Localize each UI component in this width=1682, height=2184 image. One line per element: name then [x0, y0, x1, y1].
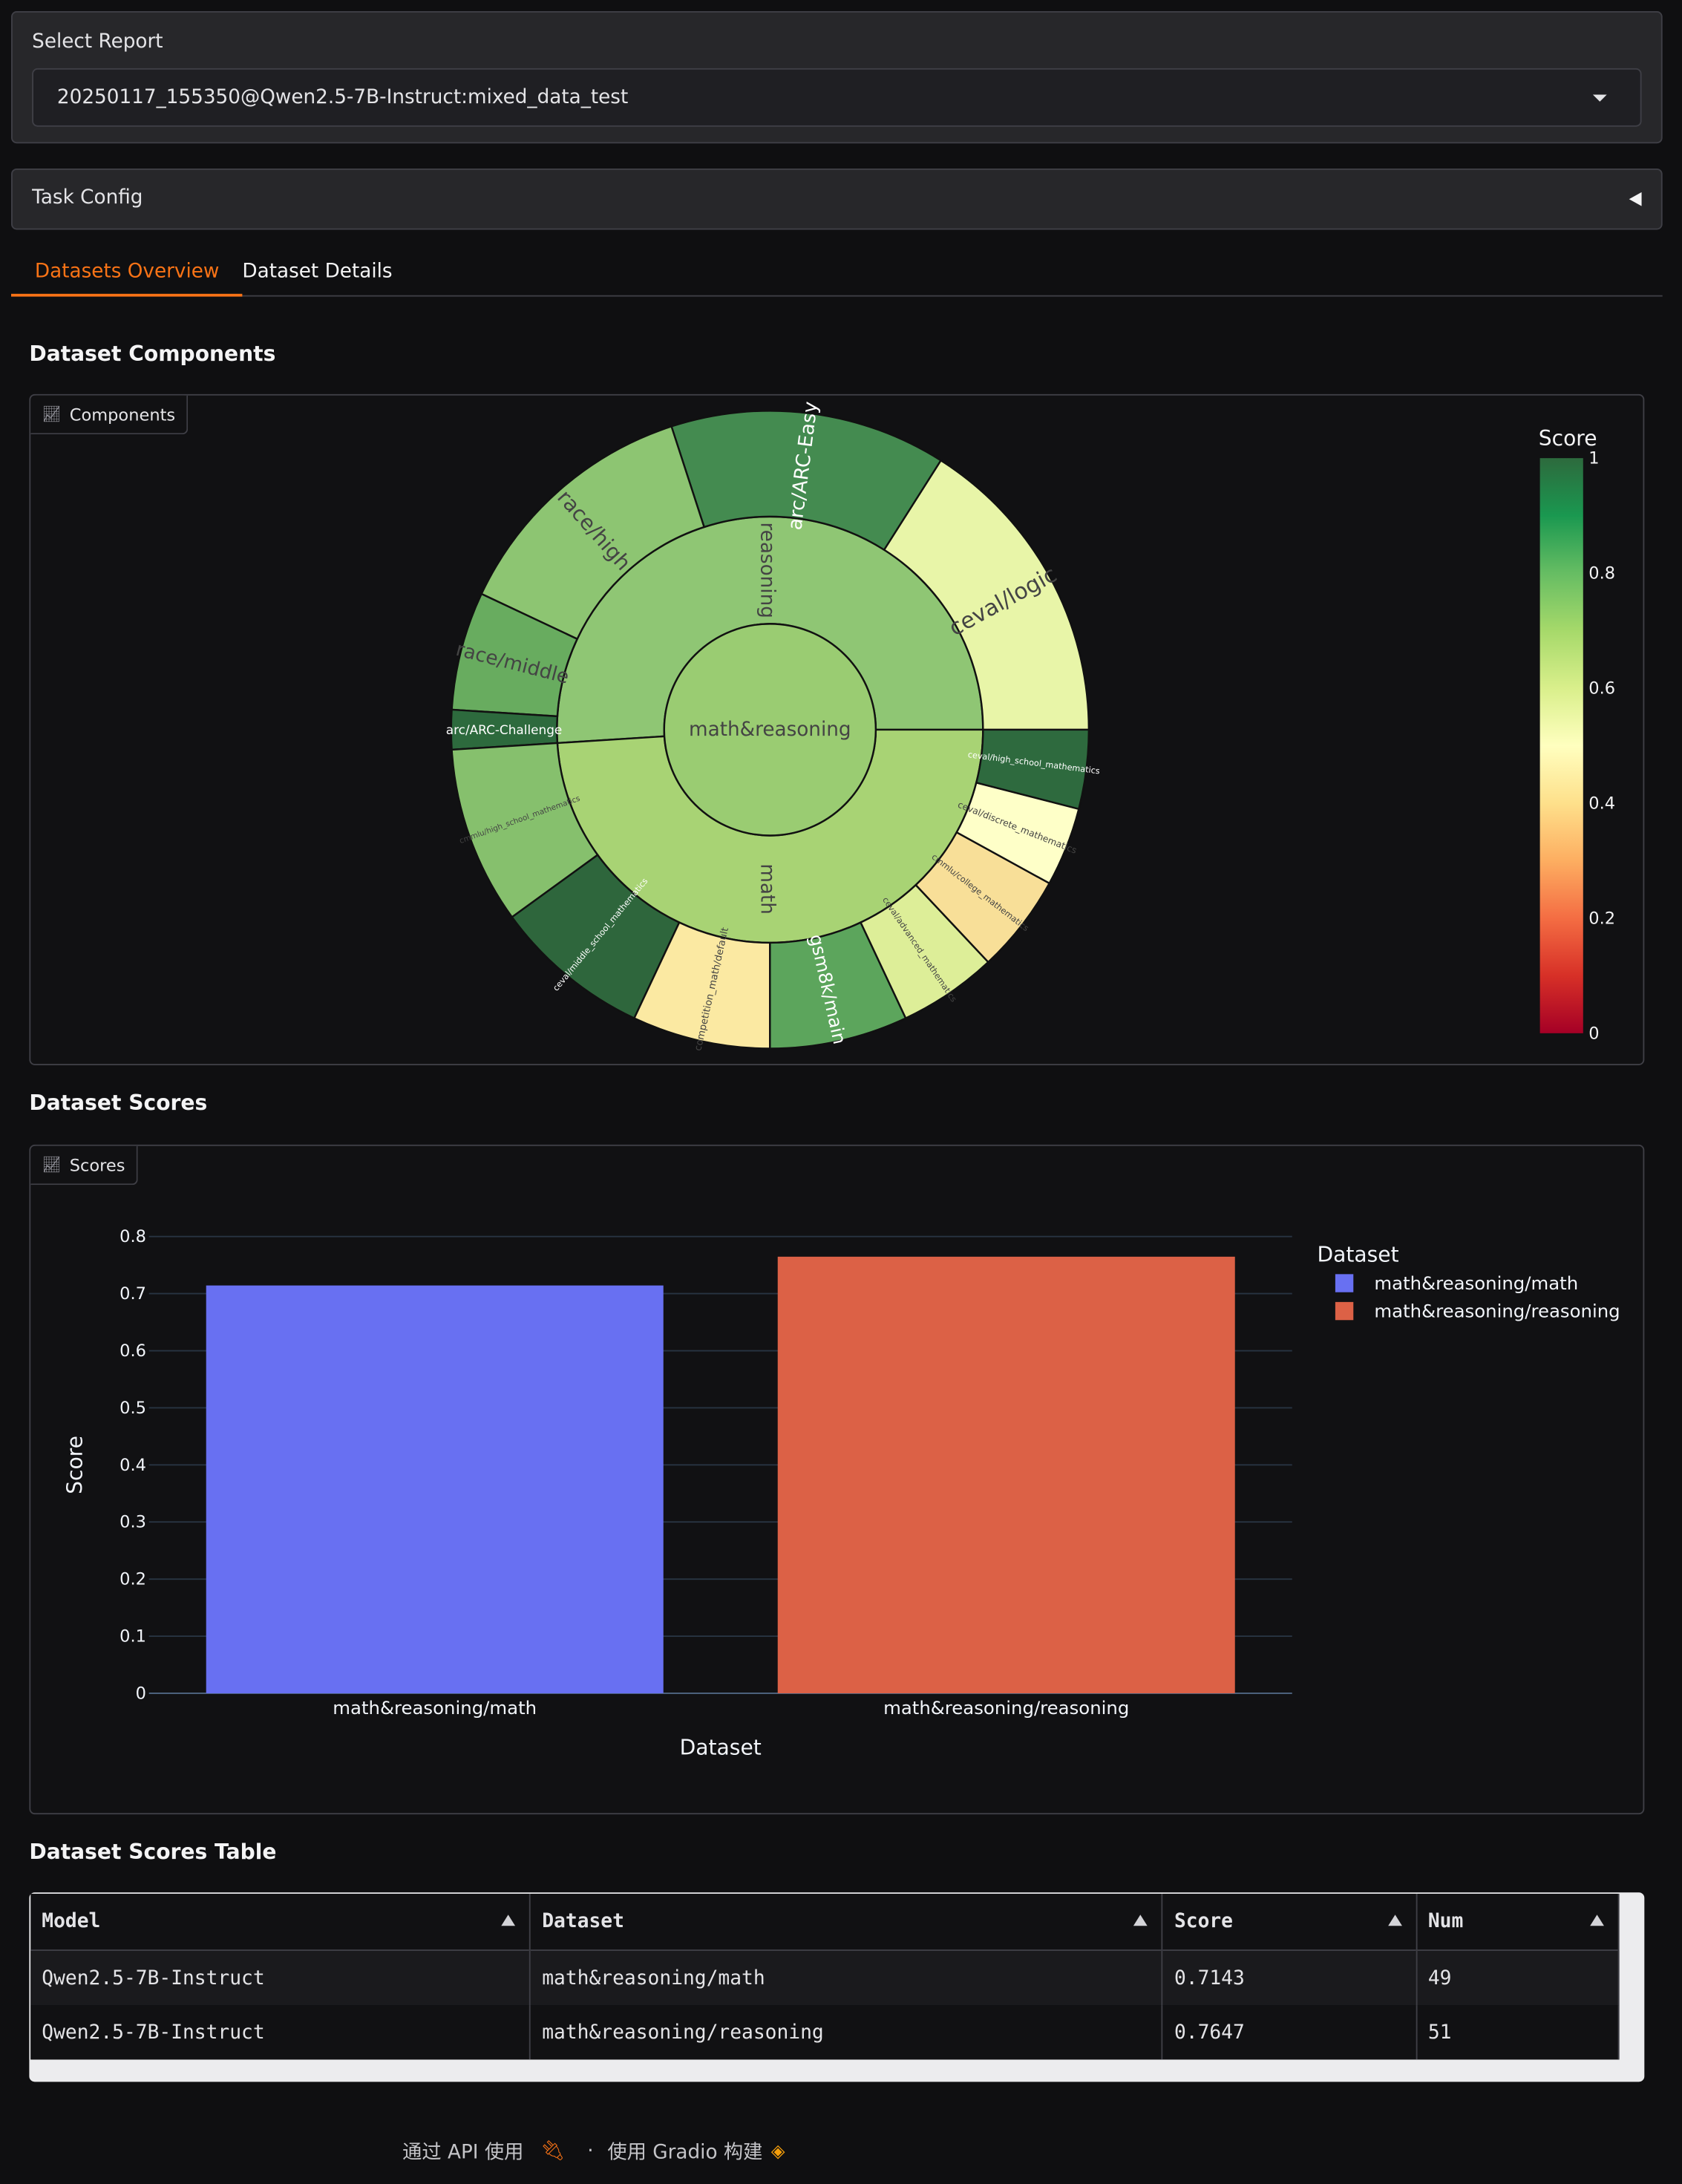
y-tick-label: 0.7	[120, 1284, 146, 1304]
column-header-model[interactable]: Model	[30, 1894, 531, 1951]
sunburst-group-label: reasoning	[756, 522, 779, 618]
y-tick-label: 0.3	[120, 1513, 146, 1532]
table-cell[interactable]: 49	[1416, 1950, 1620, 2006]
components-title: Dataset Components	[29, 341, 276, 367]
table-cell[interactable]: math&reasoning/math	[530, 1950, 1163, 2006]
colorbar-tick: 0	[1588, 1024, 1599, 1043]
sunburst-root	[663, 623, 877, 837]
column-header-label: Num	[1427, 1910, 1464, 1933]
table-cell[interactable]: Qwen2.5-7B-Instruct	[30, 2005, 531, 2060]
select-report-label: Select Report	[32, 30, 163, 53]
scores-title: Dataset Scores	[29, 1090, 208, 1116]
sunburst-segment	[883, 459, 1090, 731]
sunburst-label: arc/ARC-Challenge	[446, 722, 563, 737]
legend-title: Dataset	[1318, 1242, 1399, 1266]
scores-plot-label: 📈︎ Scores	[30, 1145, 138, 1186]
y-tick-label: 0.2	[120, 1570, 146, 1589]
rocket-icon: 🔌︎	[540, 2140, 566, 2163]
scores-table-container: Model Dataset Score Num Qwen2.5-7B-Instruct…	[29, 1892, 1645, 2082]
tab-datasets-overview[interactable]: Datasets Overview	[11, 251, 243, 297]
gradio-link[interactable]: 使用 Gradio 构建	[607, 2141, 763, 2164]
footer: 通过 API 使用 🔌︎ · 使用 Gradio 构建 ◈	[402, 2137, 785, 2165]
task-config-accordion[interactable]: Task Config	[11, 168, 1663, 230]
footer-separator: ·	[587, 2140, 594, 2163]
table-cell[interactable]: 0.7143	[1162, 1950, 1417, 2006]
colorbar-tick: 0.8	[1588, 564, 1615, 583]
colorbar-tick: 0.4	[1588, 794, 1615, 813]
sort-arrow-icon[interactable]	[501, 1915, 516, 1926]
column-header-num[interactable]: Num	[1416, 1894, 1620, 1951]
sort-arrow-icon[interactable]	[1590, 1915, 1604, 1926]
colorbar-title: Score	[1539, 426, 1597, 451]
components-plot-label-text: Components	[69, 404, 176, 425]
sort-arrow-icon[interactable]	[1387, 1915, 1402, 1926]
y-tick-label: 0.5	[120, 1399, 146, 1418]
sort-arrow-icon[interactable]	[1133, 1915, 1148, 1926]
x-tick-label: math&reasoning/reasoning	[883, 1697, 1129, 1719]
bar-math&reasoning/math	[206, 1285, 664, 1693]
table-title: Dataset Scores Table	[29, 1839, 277, 1865]
collapse-triangle-icon	[1629, 192, 1642, 206]
colorbar	[1539, 458, 1583, 1033]
legend-swatch	[1335, 1301, 1354, 1321]
colorbar-tick: 0.6	[1588, 679, 1615, 699]
y-tick-label: 0.1	[120, 1627, 146, 1647]
bar-chart: 0 0.1 0.2 0.3 0.4 0.5 0.6 0.7 0.8 math&reasoning/…	[63, 1227, 1620, 1760]
table-cell[interactable]: math&reasoning/reasoning	[530, 2005, 1163, 2060]
chart-icon: 📈︎	[42, 405, 62, 424]
legend-swatch	[1335, 1274, 1354, 1292]
api-link[interactable]: 通过 API 使用	[402, 2141, 524, 2164]
column-header-label: Model	[42, 1910, 101, 1933]
sunburst-segment	[975, 728, 1090, 811]
select-report-dropdown[interactable]: 20250117_155350@Qwen2.5-7B-Instruct:mixe…	[32, 68, 1642, 127]
gradio-logo-icon: ◈	[770, 2141, 785, 2162]
y-tick-label: 0.6	[120, 1341, 146, 1361]
table-row: Qwen2.5-7B-Instruct math&reasoning/math 0.…	[30, 1950, 1620, 2006]
x-axis-title: Dataset	[680, 1736, 762, 1760]
table-row: Qwen2.5-7B-Instruct math&reasoning/reason…	[30, 2005, 1620, 2060]
y-tick-label: 0.8	[120, 1227, 146, 1246]
column-header-score[interactable]: Score	[1162, 1894, 1417, 1951]
column-header-label: Dataset	[542, 1910, 624, 1933]
table-cell[interactable]: Qwen2.5-7B-Instruct	[30, 1950, 531, 2006]
select-report-value: 20250117_155350@Qwen2.5-7B-Instruct:mixe…	[56, 86, 629, 109]
tab-dataset-details[interactable]: Dataset Details	[242, 260, 393, 283]
colorbar-tick: 0.2	[1588, 909, 1615, 928]
sunburst-group-label: math	[756, 863, 779, 915]
y-tick-label: 0	[136, 1684, 146, 1703]
tab-bar: Datasets Overview Dataset Details	[11, 251, 1663, 297]
legend-entry: math&reasoning/reasoning	[1374, 1301, 1620, 1322]
column-header-label: Score	[1174, 1910, 1234, 1933]
sunburst-root-label: math&reasoning	[689, 719, 851, 741]
sunburst-chart: ceval/logicarc/ARC-Easyrace/highrace/mid…	[446, 400, 1615, 1052]
x-tick-label: math&reasoning/math	[333, 1697, 537, 1719]
y-axis-title: Score	[63, 1436, 88, 1494]
select-report-panel: Select Report 20250117_155350@Qwen2.5-7B…	[11, 11, 1663, 144]
chevron-down-icon	[1592, 94, 1607, 102]
column-header-dataset[interactable]: Dataset	[530, 1894, 1163, 1951]
y-tick-label: 0.4	[120, 1456, 146, 1475]
bar-math&reasoning/reasoning	[777, 1256, 1235, 1693]
colorbar-tick: 1	[1588, 449, 1599, 468]
legend-entry: math&reasoning/math	[1374, 1272, 1578, 1294]
scores-table: Model Dataset Score Num Qwen2.5-7B-Instruct…	[30, 1894, 1620, 2060]
table-cell[interactable]: 51	[1416, 2005, 1620, 2060]
task-config-label: Task Config	[32, 186, 143, 209]
scores-plot-label-text: Scores	[69, 1154, 125, 1175]
chart-icon: 📈︎	[42, 1155, 62, 1174]
components-plot-label: 📈︎ Components	[30, 395, 189, 435]
table-cell[interactable]: 0.7647	[1162, 2005, 1417, 2060]
